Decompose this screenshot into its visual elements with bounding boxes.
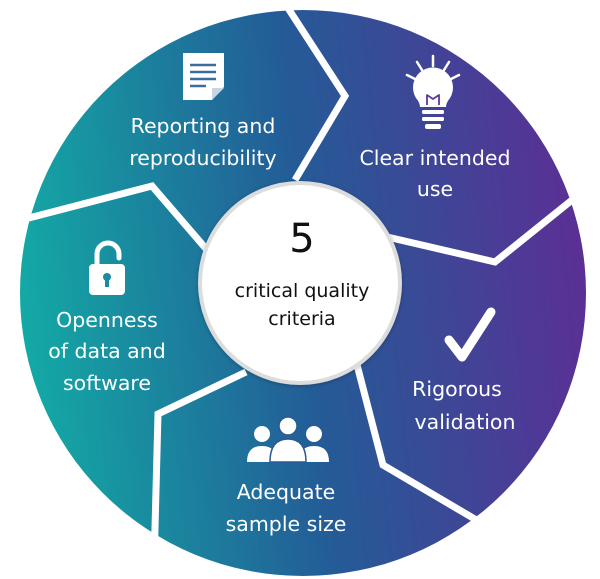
center-line-2: criteria	[268, 308, 335, 330]
openness-label-line-1: Openness	[56, 308, 158, 332]
document-icon	[183, 53, 224, 100]
segment-validation: Rigorous validation	[412, 307, 516, 434]
reporting-label-line-2: reproducibility	[129, 146, 276, 170]
segment-reporting: Reporting and reproducibility	[129, 53, 277, 170]
segment-intended-use: Clear intended use	[359, 54, 511, 201]
center-number: 5	[289, 216, 314, 262]
segment-dividers	[24, 3, 590, 567]
segment-openness: Openness of data and software	[48, 240, 166, 395]
sample-size-label-line-1: Adequate	[237, 480, 336, 504]
openness-label-line-3: software	[63, 371, 151, 395]
segment-sample-size: Adequate sample size	[226, 416, 347, 536]
divider-validation-sample-size	[352, 360, 492, 532]
unlocked-padlock-icon	[89, 240, 125, 295]
sample-size-label-line-2: sample size	[226, 512, 347, 536]
people-icon	[247, 416, 329, 463]
intended-use-label-line-2: use	[417, 177, 453, 201]
intended-use-label-line-1: Clear intended	[359, 146, 510, 170]
validation-label-line-1: Rigorous	[412, 377, 502, 401]
lightbulb-icon	[405, 54, 461, 129]
divider-sample-size-openness	[150, 368, 248, 567]
center-line-1: critical quality	[235, 280, 370, 302]
validation-label-line-2: validation	[415, 410, 516, 434]
divider-reporting-intended-use	[283, 3, 350, 182]
checkmark-icon	[444, 307, 496, 362]
divider-intended-use-validation	[382, 185, 590, 266]
reporting-label-line-1: Reporting and	[131, 114, 276, 138]
divider-openness-reporting	[24, 182, 217, 261]
center-disc	[198, 181, 402, 385]
openness-label-line-2: of data and	[48, 339, 166, 363]
